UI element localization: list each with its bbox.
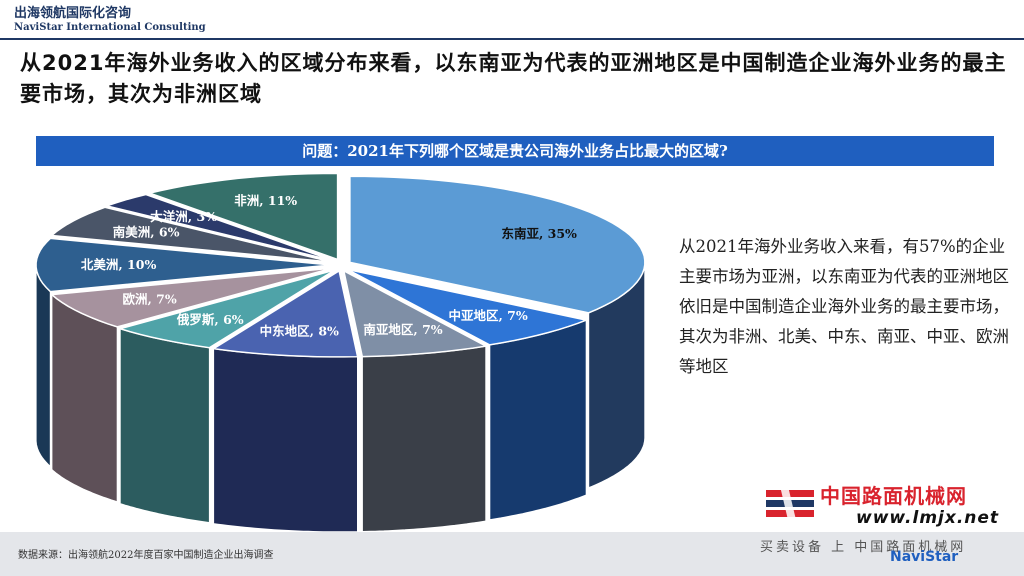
pie-side-4 [119,327,211,524]
pie-label-3: 中东地区, 8% [260,324,339,339]
pie-label-10: 非洲, 11% [234,193,297,208]
lmjx-logo-icon [766,486,814,520]
pie-slice-4 [117,269,336,349]
data-source-note: 数据来源：出海领航2022年度百家中国制造企业出海调查 [18,550,274,561]
pie-label-8: 南美洲, 6% [113,224,180,239]
watermark-slogan: 买卖设备 上 中国路面机械网 [760,540,967,555]
watermark-url: www.lmjx.net [856,508,1000,528]
pie-label-4: 俄罗斯, 6% [176,312,244,327]
pie-side-2 [361,345,487,533]
pie-label-1: 中亚地区, 7% [448,308,527,323]
brand-logo: 出海领航国际化咨询 NaviStar International Consult… [14,6,206,34]
pie-label-0: 东南亚, 35% [501,226,577,241]
footer-bar [0,532,1024,576]
pie-side-3 [212,348,359,533]
pie-slice-3 [211,269,359,358]
pie-slice-6 [35,237,332,293]
pie-label-6: 北美洲, 10% [81,257,157,272]
site-watermark: 中国路面机械网 www.lmjx.net 买卖设备 上 中国路面机械网 Navi… [760,480,1020,570]
brand-name-en: NaviStar International Consulting [14,22,206,33]
analysis-text: 从2021年海外业务收入来看，有57%的企业主要市场为亚洲，以东南亚为代表的亚洲… [679,237,1009,376]
pie-side-1 [489,319,587,521]
pie-slice-7 [50,235,332,264]
pie-side-6 [35,264,51,469]
pie-slice-1 [347,268,589,346]
pie-label-9: 大洋洲, 3% [150,209,217,224]
header-divider [0,38,1024,40]
slide-headline: 从2021年海外业务收入的区域分布来看，以东南亚为代表的亚洲地区是中国制造企业海… [20,51,1007,106]
pie-side-5 [51,293,118,503]
pie-label-5: 欧洲, 7% [122,292,176,307]
watermark-navistar-logo: NaviStar [890,549,959,565]
pie-slice-2 [342,269,489,358]
brand-name-cn: 出海领航国际化咨询 [14,6,132,21]
pie-slice-9 [103,193,335,262]
survey-question-banner: 问题：2021年下列哪个区域是贵公司海外业务占比最大的区域? [36,136,994,166]
pie-slice-5 [49,267,333,328]
pie-slices [35,172,646,358]
pie-slice-10 [146,172,339,261]
pie-label-2: 南亚地区, 7% [363,322,442,337]
pie-slice-0 [349,175,646,314]
watermark-site-name: 中国路面机械网 [820,484,967,508]
pie-labels: 东南亚, 35% 中亚地区, 7% 南亚地区, 7% 中东地区, 8% 俄罗斯, 6%欧… [81,193,577,339]
pie-slice-8 [49,206,333,263]
